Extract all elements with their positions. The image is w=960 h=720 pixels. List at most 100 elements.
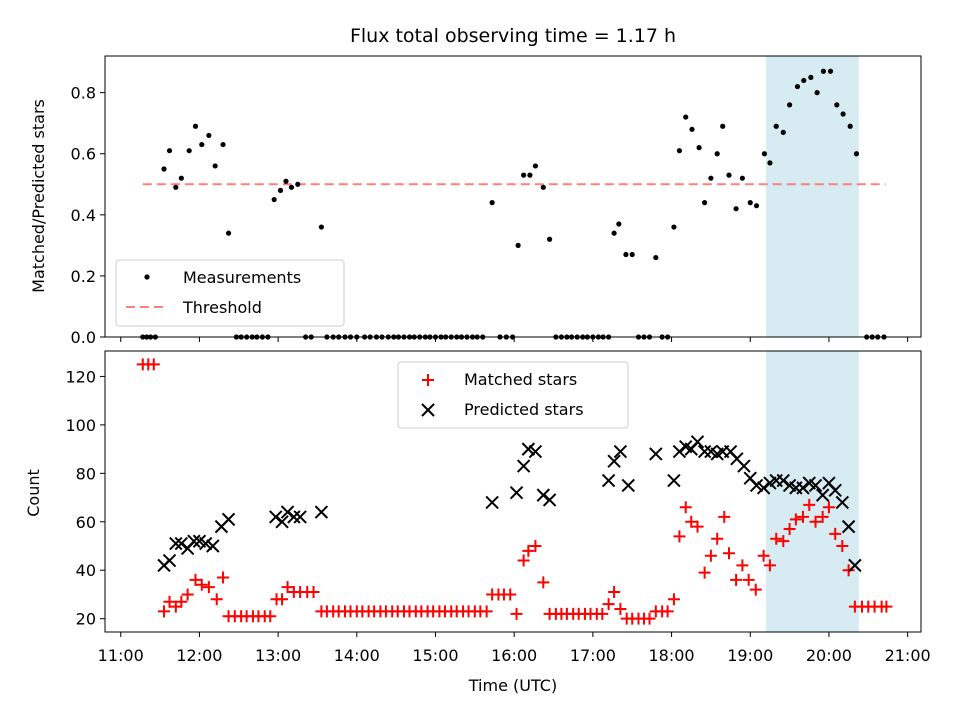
matched-star-point [175,595,188,608]
matched-star-point [836,540,849,553]
top-legend: Measurements Threshold [115,259,345,327]
matched-star-point [181,588,194,601]
predicted-star-point [796,481,810,495]
matched-star-point [723,547,735,560]
top-ytick-label: 0.2 [71,267,96,286]
measurement-point [220,141,226,148]
predicted-star-point [756,481,771,495]
measurement-point [489,200,495,206]
bottom-legend: Matched stars Predicted stars [397,361,629,429]
measurement-point [271,196,277,203]
top-ytick-label: 0.6 [71,145,96,164]
measurement-point [212,163,218,169]
matched-star-point [189,573,202,586]
measurement-point [761,151,768,157]
predicted-star-point [776,473,791,488]
predicted-star-point [749,478,764,493]
xtick-label: 20:00 [806,646,852,665]
matched-star-point [517,554,530,567]
matched-star-point [673,530,686,543]
measurement-point [671,224,677,230]
xtick-label: 12:00 [176,646,222,665]
predicted-star-point [269,510,283,524]
bottom-panel: 20 40 60 80 100 120 11:00 12:00 13:00 14:00 15:00… [24,350,931,695]
measurement-point [629,251,635,258]
matched-star-point [822,501,835,514]
bottom-y-axis-label: Count [24,469,43,517]
measurement-point [161,166,167,172]
legend-dot-marker [144,274,150,280]
measurement-point [753,203,760,209]
measurement-point [515,242,521,248]
matched-star-point [698,566,711,579]
measurement-point [166,148,173,154]
predicted-star-point [815,488,830,502]
matched-star-point [608,586,621,599]
matched-star-point [163,595,176,608]
measurement-point [780,129,786,135]
top-ytick-label: 0.0 [71,328,96,347]
measurement-point [853,151,860,157]
predicted-star-point [509,486,524,500]
measurement-point [199,141,205,148]
legend-threshold-label: Threshold [182,298,262,317]
matched-star-point [281,581,294,594]
predicted-star-point [690,435,705,449]
matched-star-point [809,515,822,528]
predicted-star-point [536,488,551,502]
measurement-point [295,181,301,187]
xtick-label: 11:00 [98,646,144,665]
matched-star-point [783,523,796,536]
bottom-ytick-label: 60 [76,513,96,532]
predicted-star-point [601,473,616,488]
measurement-point [521,172,527,178]
predicted-star-point [293,510,307,524]
measurement-point [173,184,179,190]
matched-star-point [195,578,208,591]
matched-star-point [202,581,215,594]
xtick-label: 15:00 [412,646,458,665]
predicted-star-point [174,536,189,551]
measurement-point [178,175,184,181]
matched-star-point [691,520,704,533]
predicted-star-point [528,444,543,459]
matched-star-point [510,607,523,620]
matched-star-point [816,510,829,523]
legend-x-marker [421,403,435,417]
x-axis-label: Time (UTC) [468,676,557,695]
matched-star-point [730,573,743,586]
matched-star-point [880,600,893,613]
predicted-star-point [187,534,201,548]
legend-matched-label: Matched stars [464,370,577,389]
matched-star-point [602,598,615,611]
predicted-star-point [667,473,681,488]
predicted-star-point [542,493,557,507]
matched-star-point [777,535,790,548]
matched-star-point [596,607,609,620]
bottom-ytick-label: 20 [76,610,96,629]
predicted-star-point [206,539,220,553]
xtick-label: 16:00 [491,646,537,665]
top-highlight-span [765,56,859,337]
matched-star-point [789,513,802,526]
xtick-label: 17:00 [570,646,616,665]
xtick-label: 19:00 [727,646,773,665]
matched-star-point [842,564,855,577]
bottom-ytick-label: 120 [65,367,96,386]
matched-star-point [614,602,627,615]
legend-plus-marker [422,374,434,386]
matched-star-point [736,559,749,572]
measurement-point [820,68,827,74]
predicted-star-point [169,536,183,551]
chart-title: Flux total observing time = 1.17 h [350,25,676,47]
measurement-point [847,123,853,129]
matched-star-point [504,588,517,601]
predicted-star-point [162,553,177,568]
matched-star-point [307,586,320,599]
measurement-point [186,148,192,154]
top-ytick-label: 0.4 [71,206,96,225]
measurement-point [814,90,820,96]
top-ytick-label: 0.8 [71,84,96,103]
xtick-label: 14:00 [334,646,380,665]
